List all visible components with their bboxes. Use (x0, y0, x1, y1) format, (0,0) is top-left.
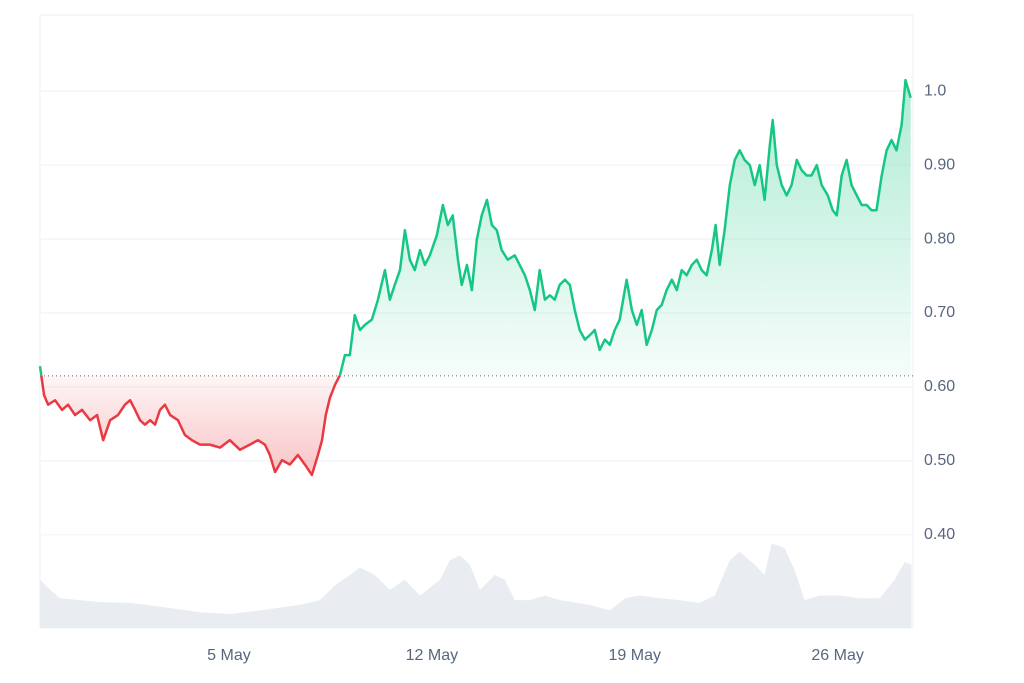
y-tick-label: 0.80 (924, 230, 955, 247)
y-tick-label: 0.50 (924, 452, 955, 469)
x-tick-label: 26 May (811, 647, 863, 664)
y-tick-label: 0.90 (924, 156, 955, 173)
volume-area (40, 543, 912, 628)
x-tick-label: 19 May (609, 647, 661, 664)
y-tick-label: 0.60 (924, 378, 955, 395)
y-tick-label: 0.40 (924, 526, 955, 543)
area-fill (40, 80, 911, 475)
x-tick-label: 5 May (207, 647, 251, 664)
y-tick-label: 1.0 (924, 82, 946, 99)
y-tick-label: 0.70 (924, 304, 955, 321)
x-tick-label: 12 May (406, 647, 458, 664)
price-line (38, 78, 912, 477)
